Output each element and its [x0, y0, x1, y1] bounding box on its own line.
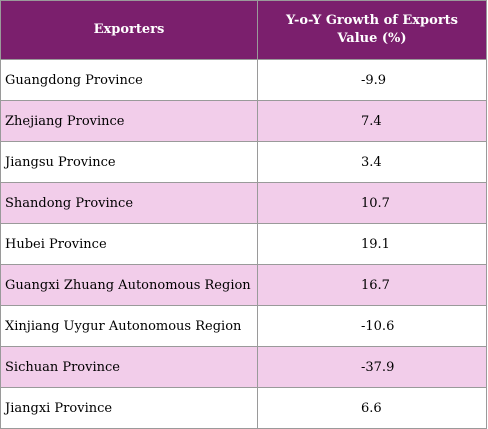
table-body: Guangdong Province -9.9 Zhejiang Provinc…: [0, 59, 487, 429]
table-header: Exporters Y-o-Y Growth of Exports Value …: [0, 0, 487, 60]
table-row: Guangdong Province -9.9: [0, 59, 487, 101]
header-growth: Y-o-Y Growth of Exports Value (%): [257, 0, 487, 60]
header-row: Exporters Y-o-Y Growth of Exports Value …: [0, 0, 487, 60]
table-row: Hubei Province 19.1: [0, 223, 487, 265]
table-row: Zhejiang Province 7.4: [0, 100, 487, 142]
exporter-cell: Jiangsu Province: [0, 141, 258, 183]
growth-value-cell: 3.4: [257, 141, 487, 183]
exporter-cell: Guangdong Province: [0, 59, 258, 101]
exporter-cell: Zhejiang Province: [0, 100, 258, 142]
growth-value-cell: 16.7: [257, 264, 487, 306]
table-row: Shandong Province 10.7: [0, 182, 487, 224]
table-row: Guangxi Zhuang Autonomous Region 16.7: [0, 264, 487, 306]
header-exporters: Exporters: [0, 0, 258, 60]
exporter-cell: Guangxi Zhuang Autonomous Region: [0, 264, 258, 306]
growth-value-cell: 7.4: [257, 100, 487, 142]
growth-value-cell: 10.7: [257, 182, 487, 224]
table-row: Jiangxi Province 6.6: [0, 387, 487, 429]
growth-value-cell: 6.6: [257, 387, 487, 429]
exporter-cell: Jiangxi Province: [0, 387, 258, 429]
exporter-cell: Xinjiang Uygur Autonomous Region: [0, 305, 258, 347]
exporter-cell: Sichuan Province: [0, 346, 258, 388]
exporter-cell: Hubei Province: [0, 223, 258, 265]
growth-value-cell: -10.6: [257, 305, 487, 347]
table-row: Sichuan Province -37.9: [0, 346, 487, 388]
table-row: Xinjiang Uygur Autonomous Region -10.6: [0, 305, 487, 347]
growth-value-cell: -9.9: [257, 59, 487, 101]
exporter-cell: Shandong Province: [0, 182, 258, 224]
growth-value-cell: 19.1: [257, 223, 487, 265]
growth-value-cell: -37.9: [257, 346, 487, 388]
table-row: Jiangsu Province 3.4: [0, 141, 487, 183]
